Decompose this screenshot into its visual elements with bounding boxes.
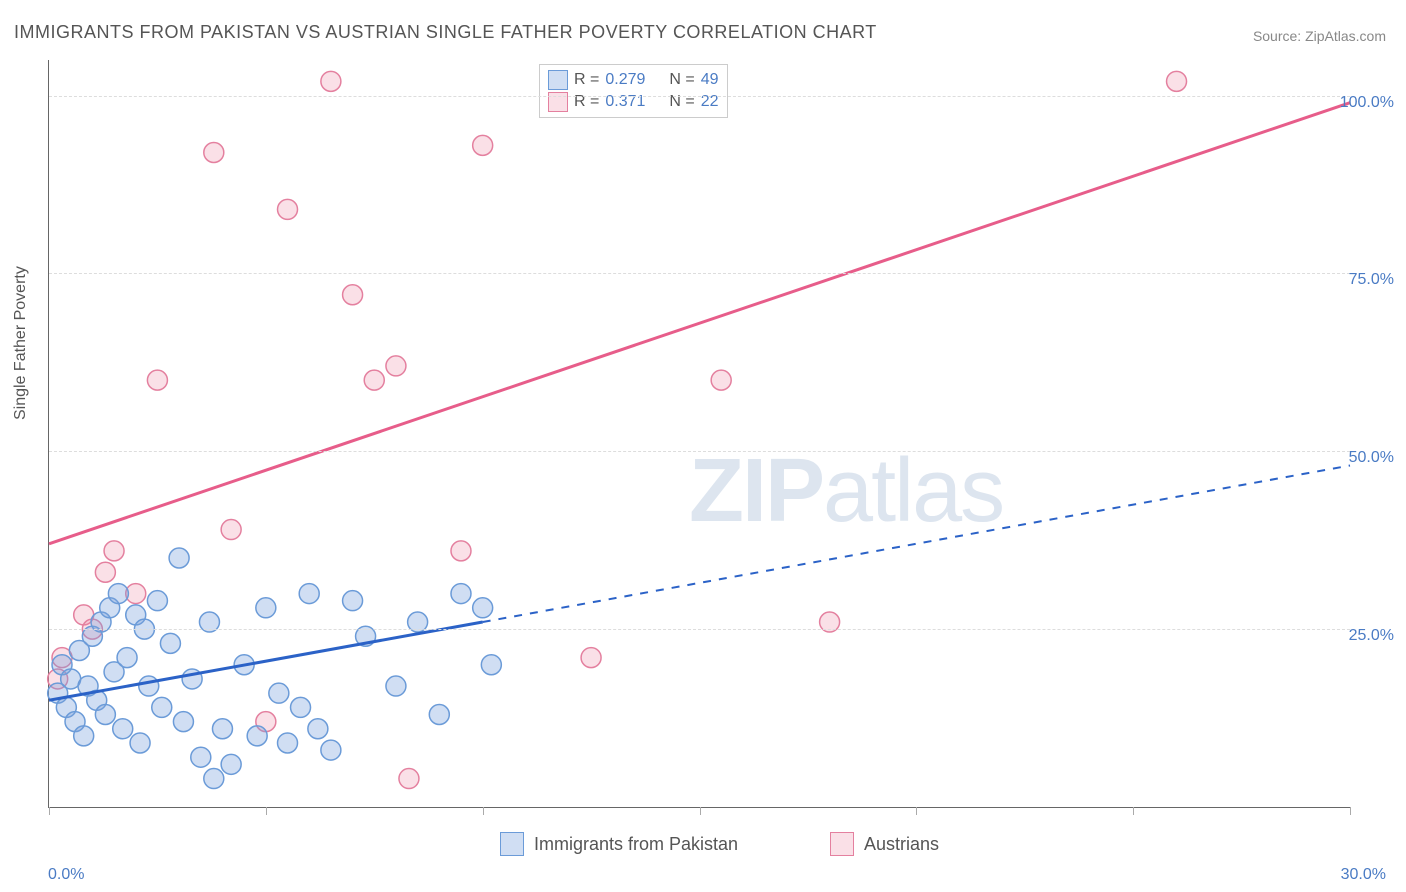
data-point (212, 719, 232, 739)
data-point (1167, 71, 1187, 91)
data-point (95, 562, 115, 582)
data-point (386, 356, 406, 376)
n-value-a: 49 (701, 69, 719, 91)
x-axis-max-label: 30.0% (1341, 866, 1386, 884)
data-point (343, 285, 363, 305)
data-point (451, 541, 471, 561)
data-point (256, 598, 276, 618)
data-point (581, 648, 601, 668)
data-point (117, 648, 137, 668)
n-label: N = (669, 91, 694, 113)
data-point (343, 591, 363, 611)
data-point (386, 676, 406, 696)
trend-line-a-dashed (483, 466, 1350, 623)
legend-series-b-label: Austrians (864, 834, 939, 855)
data-point (473, 135, 493, 155)
data-point (364, 370, 384, 390)
data-point (108, 584, 128, 604)
chart-title: IMMIGRANTS FROM PAKISTAN VS AUSTRIAN SIN… (14, 22, 877, 43)
x-tick (700, 807, 701, 815)
data-point (204, 142, 224, 162)
data-point (269, 683, 289, 703)
r-label: R = (574, 91, 599, 113)
data-point (247, 726, 267, 746)
source-label: Source: (1253, 28, 1305, 44)
data-point (95, 705, 115, 725)
data-point (399, 769, 419, 789)
data-point (291, 697, 311, 717)
legend-series-b: Austrians (830, 832, 939, 856)
data-point (147, 370, 167, 390)
data-point (451, 584, 471, 604)
n-value-b: 22 (701, 91, 719, 113)
data-point (130, 733, 150, 753)
data-point (308, 719, 328, 739)
source-value: ZipAtlas.com (1305, 28, 1386, 44)
y-tick-label: 25.0% (1349, 627, 1394, 645)
data-point (278, 733, 298, 753)
data-point (173, 712, 193, 732)
data-point (113, 719, 133, 739)
data-point (139, 676, 159, 696)
y-tick-label: 75.0% (1349, 271, 1394, 289)
data-point (473, 598, 493, 618)
swatch-series-a (548, 70, 568, 90)
data-point (152, 697, 172, 717)
x-tick (1350, 807, 1351, 815)
data-point (221, 754, 241, 774)
data-point (169, 548, 189, 568)
stats-legend: R = 0.279 N = 49 R = 0.371 N = 22 (539, 64, 728, 118)
data-point (204, 769, 224, 789)
stats-row-a: R = 0.279 N = 49 (548, 69, 719, 91)
source-credit: Source: ZipAtlas.com (1253, 28, 1386, 44)
r-value-b: 0.371 (605, 91, 645, 113)
legend-series-a: Immigrants from Pakistan (500, 832, 738, 856)
r-value-a: 0.279 (605, 69, 645, 91)
data-point (429, 705, 449, 725)
trend-line-b (49, 103, 1350, 544)
y-tick-label: 100.0% (1340, 94, 1394, 112)
data-point (191, 747, 211, 767)
data-point (160, 633, 180, 653)
data-point (278, 199, 298, 219)
x-tick (49, 807, 50, 815)
gridline (49, 629, 1350, 630)
data-point (104, 541, 124, 561)
x-tick (916, 807, 917, 815)
x-tick (266, 807, 267, 815)
stats-row-b: R = 0.371 N = 22 (548, 91, 719, 113)
plot-area: ZIPatlas R = 0.279 N = 49 R = 0.371 N = … (48, 60, 1350, 808)
legend-series-a-label: Immigrants from Pakistan (534, 834, 738, 855)
x-tick (483, 807, 484, 815)
data-point (299, 584, 319, 604)
data-point (221, 520, 241, 540)
data-point (481, 655, 501, 675)
chart-container: IMMIGRANTS FROM PAKISTAN VS AUSTRIAN SIN… (0, 0, 1406, 892)
data-point (321, 740, 341, 760)
gridline (49, 273, 1350, 274)
r-label: R = (574, 69, 599, 91)
data-point (147, 591, 167, 611)
x-tick (1133, 807, 1134, 815)
x-axis-min-label: 0.0% (48, 866, 84, 884)
y-tick-label: 50.0% (1349, 449, 1394, 467)
swatch-series-b-icon (830, 832, 854, 856)
data-point (711, 370, 731, 390)
n-label: N = (669, 69, 694, 91)
y-axis-label: Single Father Poverty (12, 266, 30, 420)
swatch-series-a-icon (500, 832, 524, 856)
gridline (49, 96, 1350, 97)
data-point (74, 726, 94, 746)
gridline (49, 451, 1350, 452)
chart-svg (49, 60, 1350, 807)
data-point (321, 71, 341, 91)
